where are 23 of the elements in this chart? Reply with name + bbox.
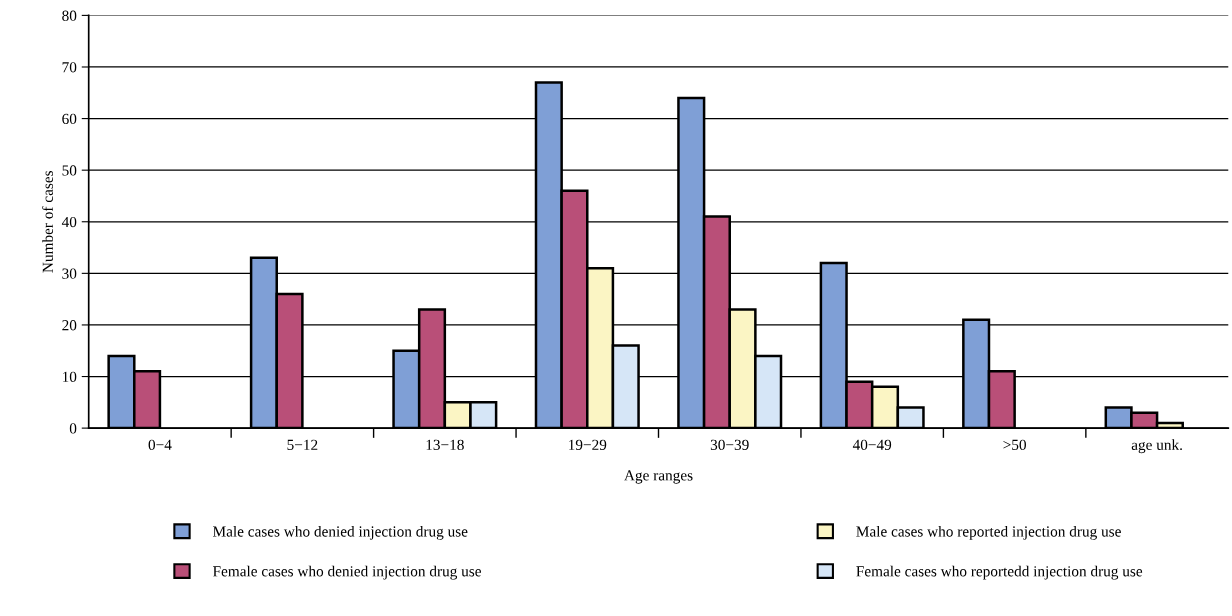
y-tick-label: 60 xyxy=(62,113,77,125)
x-tick-label: >50 xyxy=(1003,439,1026,450)
x-tick-label: 5−12 xyxy=(287,439,318,450)
y-tick-label: 50 xyxy=(62,165,77,176)
x-tick-label: 13−18 xyxy=(426,439,464,450)
x-tick-label: 30−39 xyxy=(710,439,749,450)
x-axis-title: Age ranges xyxy=(624,470,693,484)
legend-label: Female cases who denied injection drug use xyxy=(212,565,481,580)
y-tick-label: 70 xyxy=(62,62,77,73)
legend-label: Male cases who reported injection drug use xyxy=(856,525,1121,540)
y-tick-label: 0 xyxy=(69,423,77,434)
y-tick-label: 80 xyxy=(62,10,77,21)
y-tick-label: 30 xyxy=(62,268,77,279)
x-tick-label: 40−49 xyxy=(852,439,892,450)
x-tick-label: 19−29 xyxy=(569,439,607,450)
legend-label: Female cases who reportedd injection drug use xyxy=(856,565,1143,580)
y-axis-title: Number of cases xyxy=(42,170,53,273)
legend-label: Male cases who denied injection drug use xyxy=(212,525,468,540)
y-tick-label: 10 xyxy=(62,371,77,382)
y-tick-label: 20 xyxy=(62,320,77,331)
x-tick-label: 0−4 xyxy=(148,439,172,450)
x-tick-label: age unk. xyxy=(1131,439,1182,454)
y-tick-label: 40 xyxy=(61,216,77,228)
